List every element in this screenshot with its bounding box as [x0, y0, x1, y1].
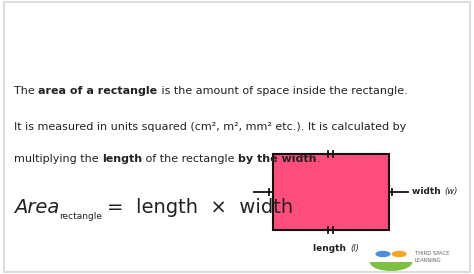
Text: (w): (w) [445, 187, 458, 196]
Bar [273, 154, 389, 230]
Text: (l): (l) [350, 244, 359, 253]
Text: length: length [312, 244, 349, 253]
Text: is the amount of space inside the rectangle.: is the amount of space inside the rectan… [157, 86, 407, 96]
Text: multiplying the: multiplying the [14, 154, 102, 164]
Text: area of a rectangle: area of a rectangle [38, 86, 157, 96]
Text: It is measured in units squared (cm², m², mm² etc.). It is calculated by: It is measured in units squared (cm², m²… [14, 122, 407, 132]
Text: Area of a Rectangle: Area of a Rectangle [14, 31, 231, 50]
Text: rectangle: rectangle [60, 212, 102, 221]
Text: by the width: by the width [238, 154, 317, 164]
Text: Area: Area [14, 198, 60, 217]
Text: THIRD SPACE
LEARNING: THIRD SPACE LEARNING [415, 251, 449, 263]
Text: length: length [102, 154, 143, 164]
Text: of the rectangle: of the rectangle [143, 154, 238, 164]
Wedge shape [370, 262, 412, 271]
Text: width: width [412, 187, 444, 196]
Text: The: The [14, 86, 38, 96]
Text: .: . [317, 154, 320, 164]
Circle shape [392, 251, 407, 257]
Circle shape [375, 251, 391, 257]
Text: =  length  ×  width: = length × width [107, 198, 293, 217]
